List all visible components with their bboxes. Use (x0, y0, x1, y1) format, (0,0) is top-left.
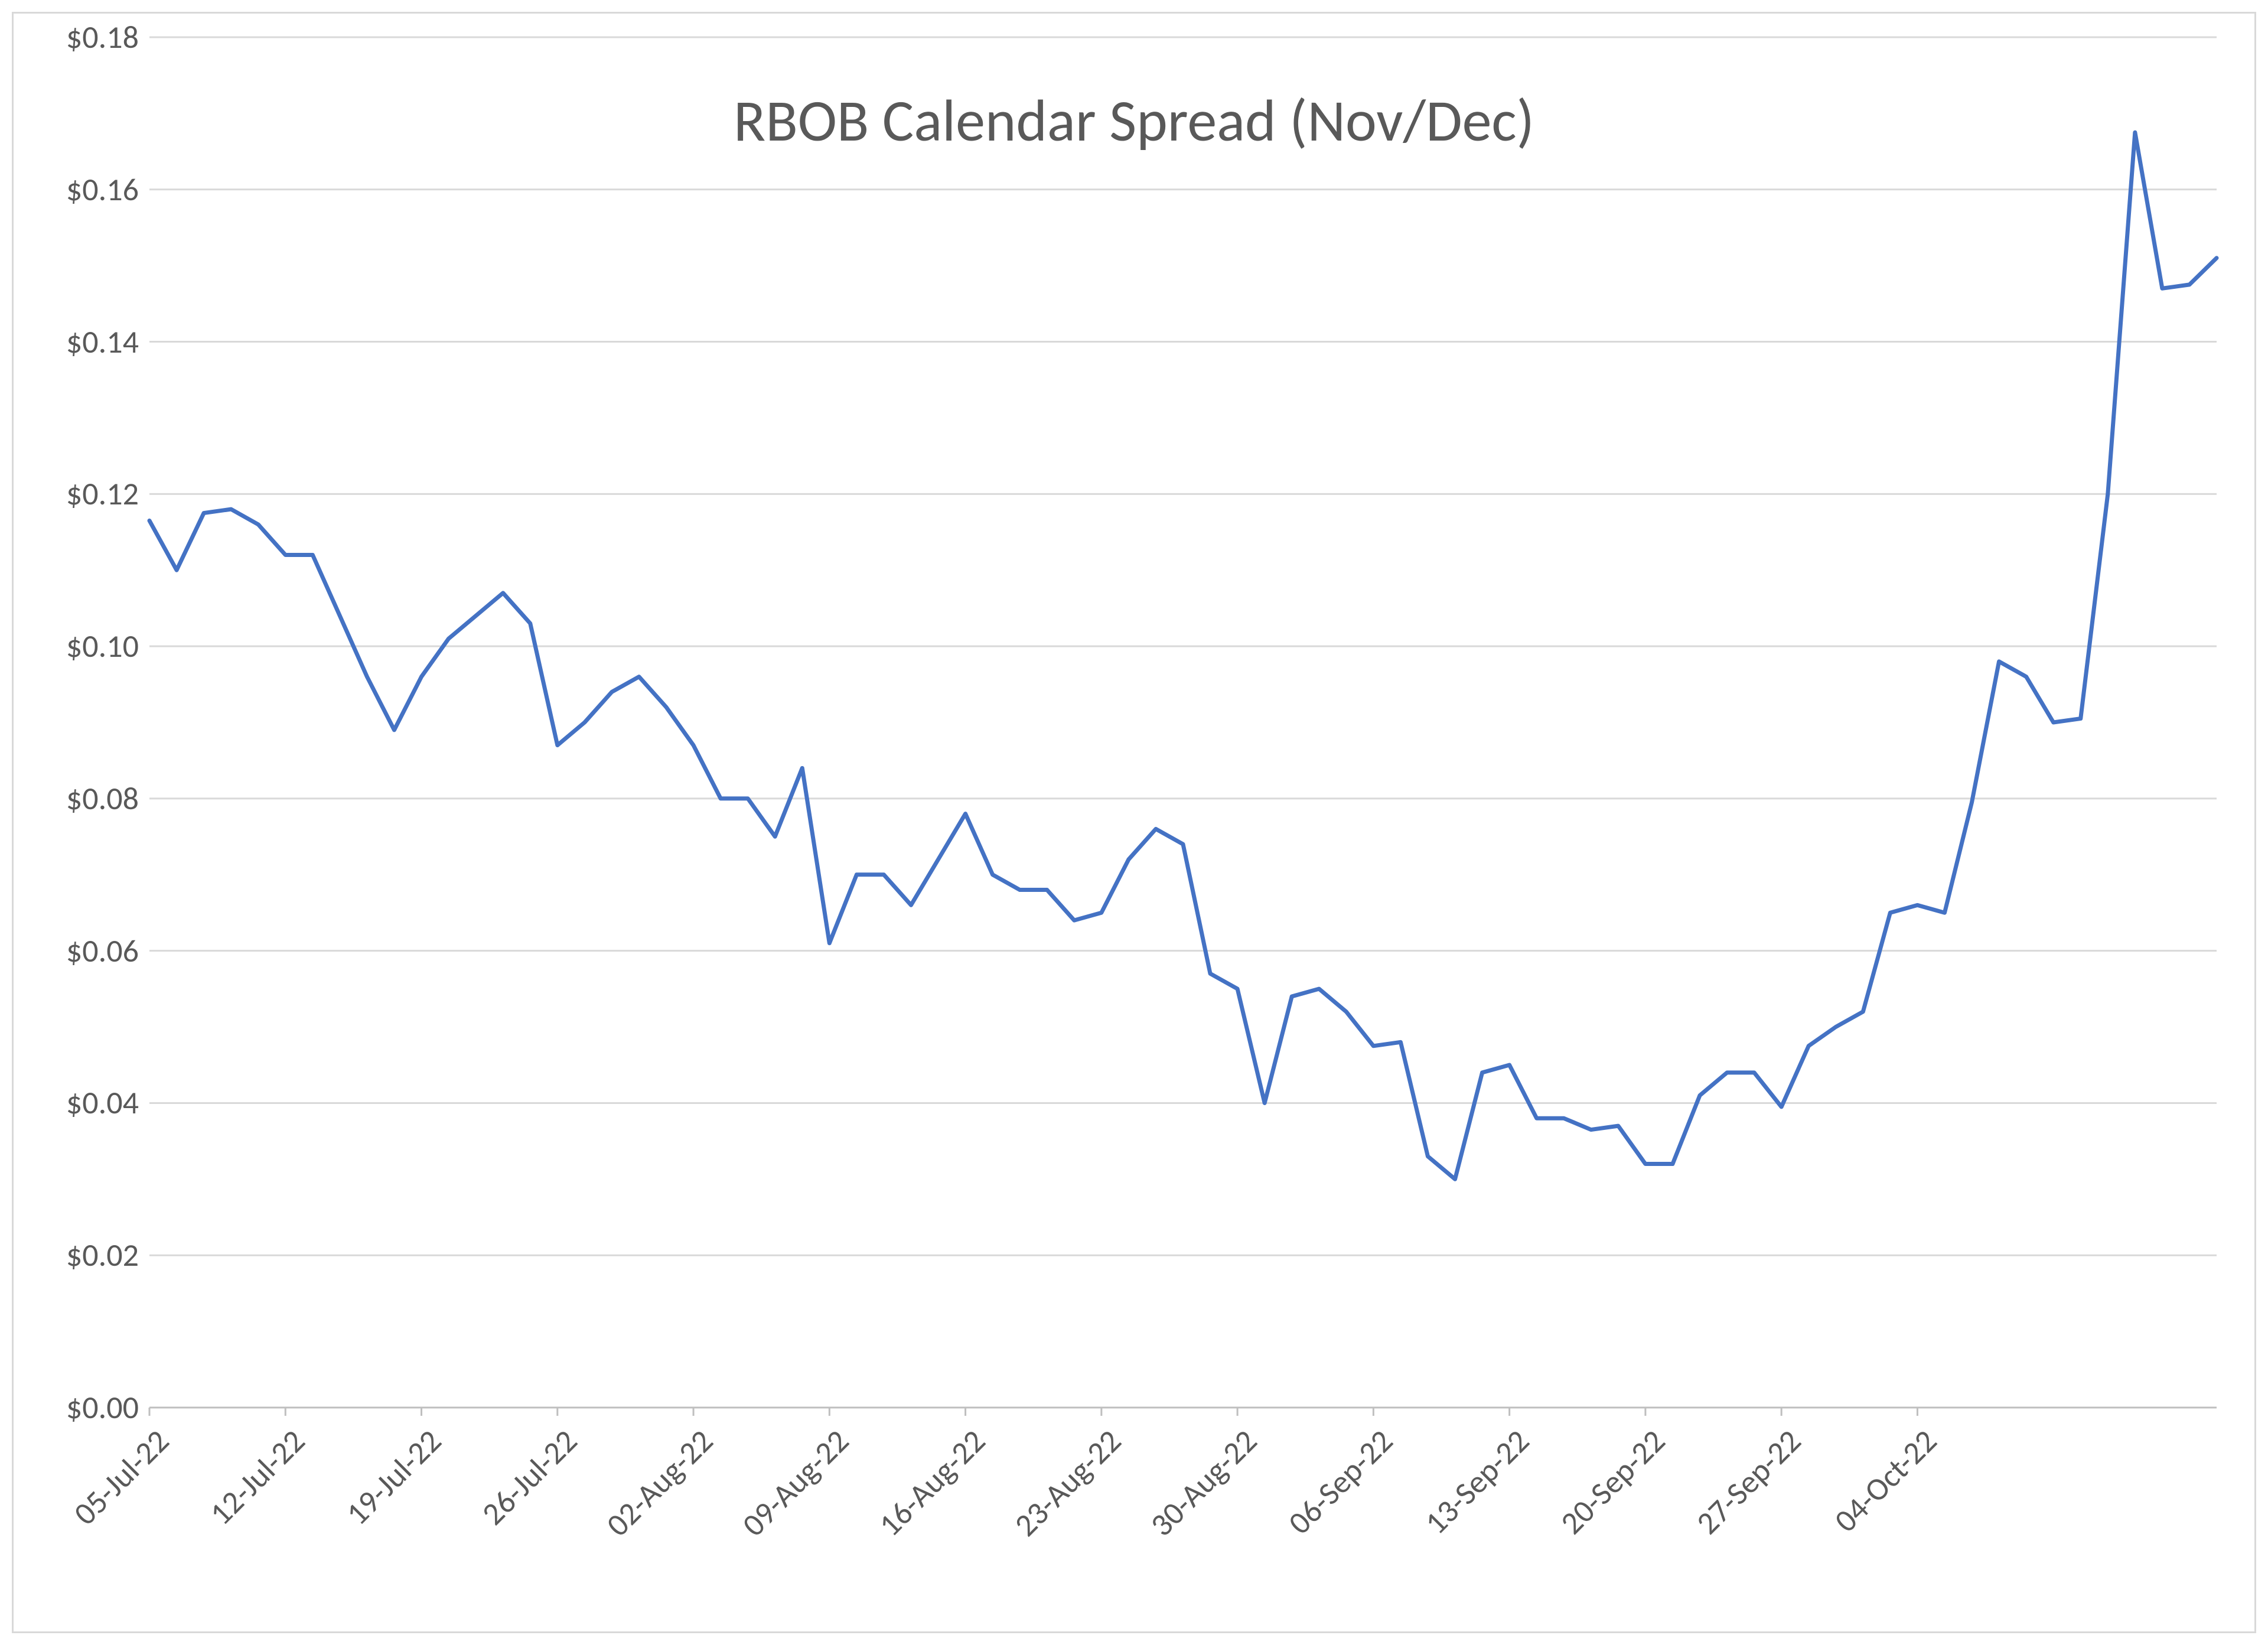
y-tick-label: $0.04 (66, 1083, 149, 1122)
x-tick-label: 02-Aug-22 (598, 1422, 721, 1545)
x-tick-label: 12-Jul-22 (201, 1422, 312, 1533)
y-tick-label: $0.00 (66, 1388, 149, 1427)
x-tick-label: 16-Aug-22 (871, 1422, 993, 1545)
x-tick-label: 04-Oct-22 (1827, 1422, 1946, 1540)
chart-svg (149, 37, 2217, 1408)
x-tick-label: 26-Jul-22 (474, 1422, 585, 1533)
x-tick-label: 19-Jul-22 (338, 1422, 449, 1533)
x-tick-label: 05-Jul-22 (66, 1422, 177, 1533)
x-tick-label: 13-Sep-22 (1416, 1422, 1537, 1542)
y-tick-label: $0.16 (66, 170, 149, 209)
x-tick-label: 30-Aug-22 (1142, 1422, 1265, 1545)
y-tick-label: $0.18 (66, 18, 149, 57)
x-tick-label: 27-Sep-22 (1689, 1422, 1809, 1542)
x-tick-label: 06-Sep-22 (1280, 1422, 1401, 1542)
chart-frame: RBOB Calendar Spread (Nov/Dec) $0.00$0.0… (12, 12, 2256, 1633)
plot-area: $0.00$0.02$0.04$0.06$0.08$0.10$0.12$0.14… (149, 37, 2217, 1408)
y-tick-label: $0.06 (66, 931, 149, 970)
y-tick-label: $0.12 (66, 474, 149, 513)
y-tick-label: $0.10 (66, 627, 149, 666)
x-tick-label: 20-Sep-22 (1552, 1422, 1673, 1542)
y-tick-label: $0.14 (66, 323, 149, 361)
x-tick-label: 23-Aug-22 (1006, 1422, 1129, 1545)
x-tick-label: 09-Aug-22 (734, 1422, 857, 1545)
series-line (149, 132, 2217, 1179)
y-tick-label: $0.08 (66, 779, 149, 818)
y-tick-label: $0.02 (66, 1236, 149, 1275)
